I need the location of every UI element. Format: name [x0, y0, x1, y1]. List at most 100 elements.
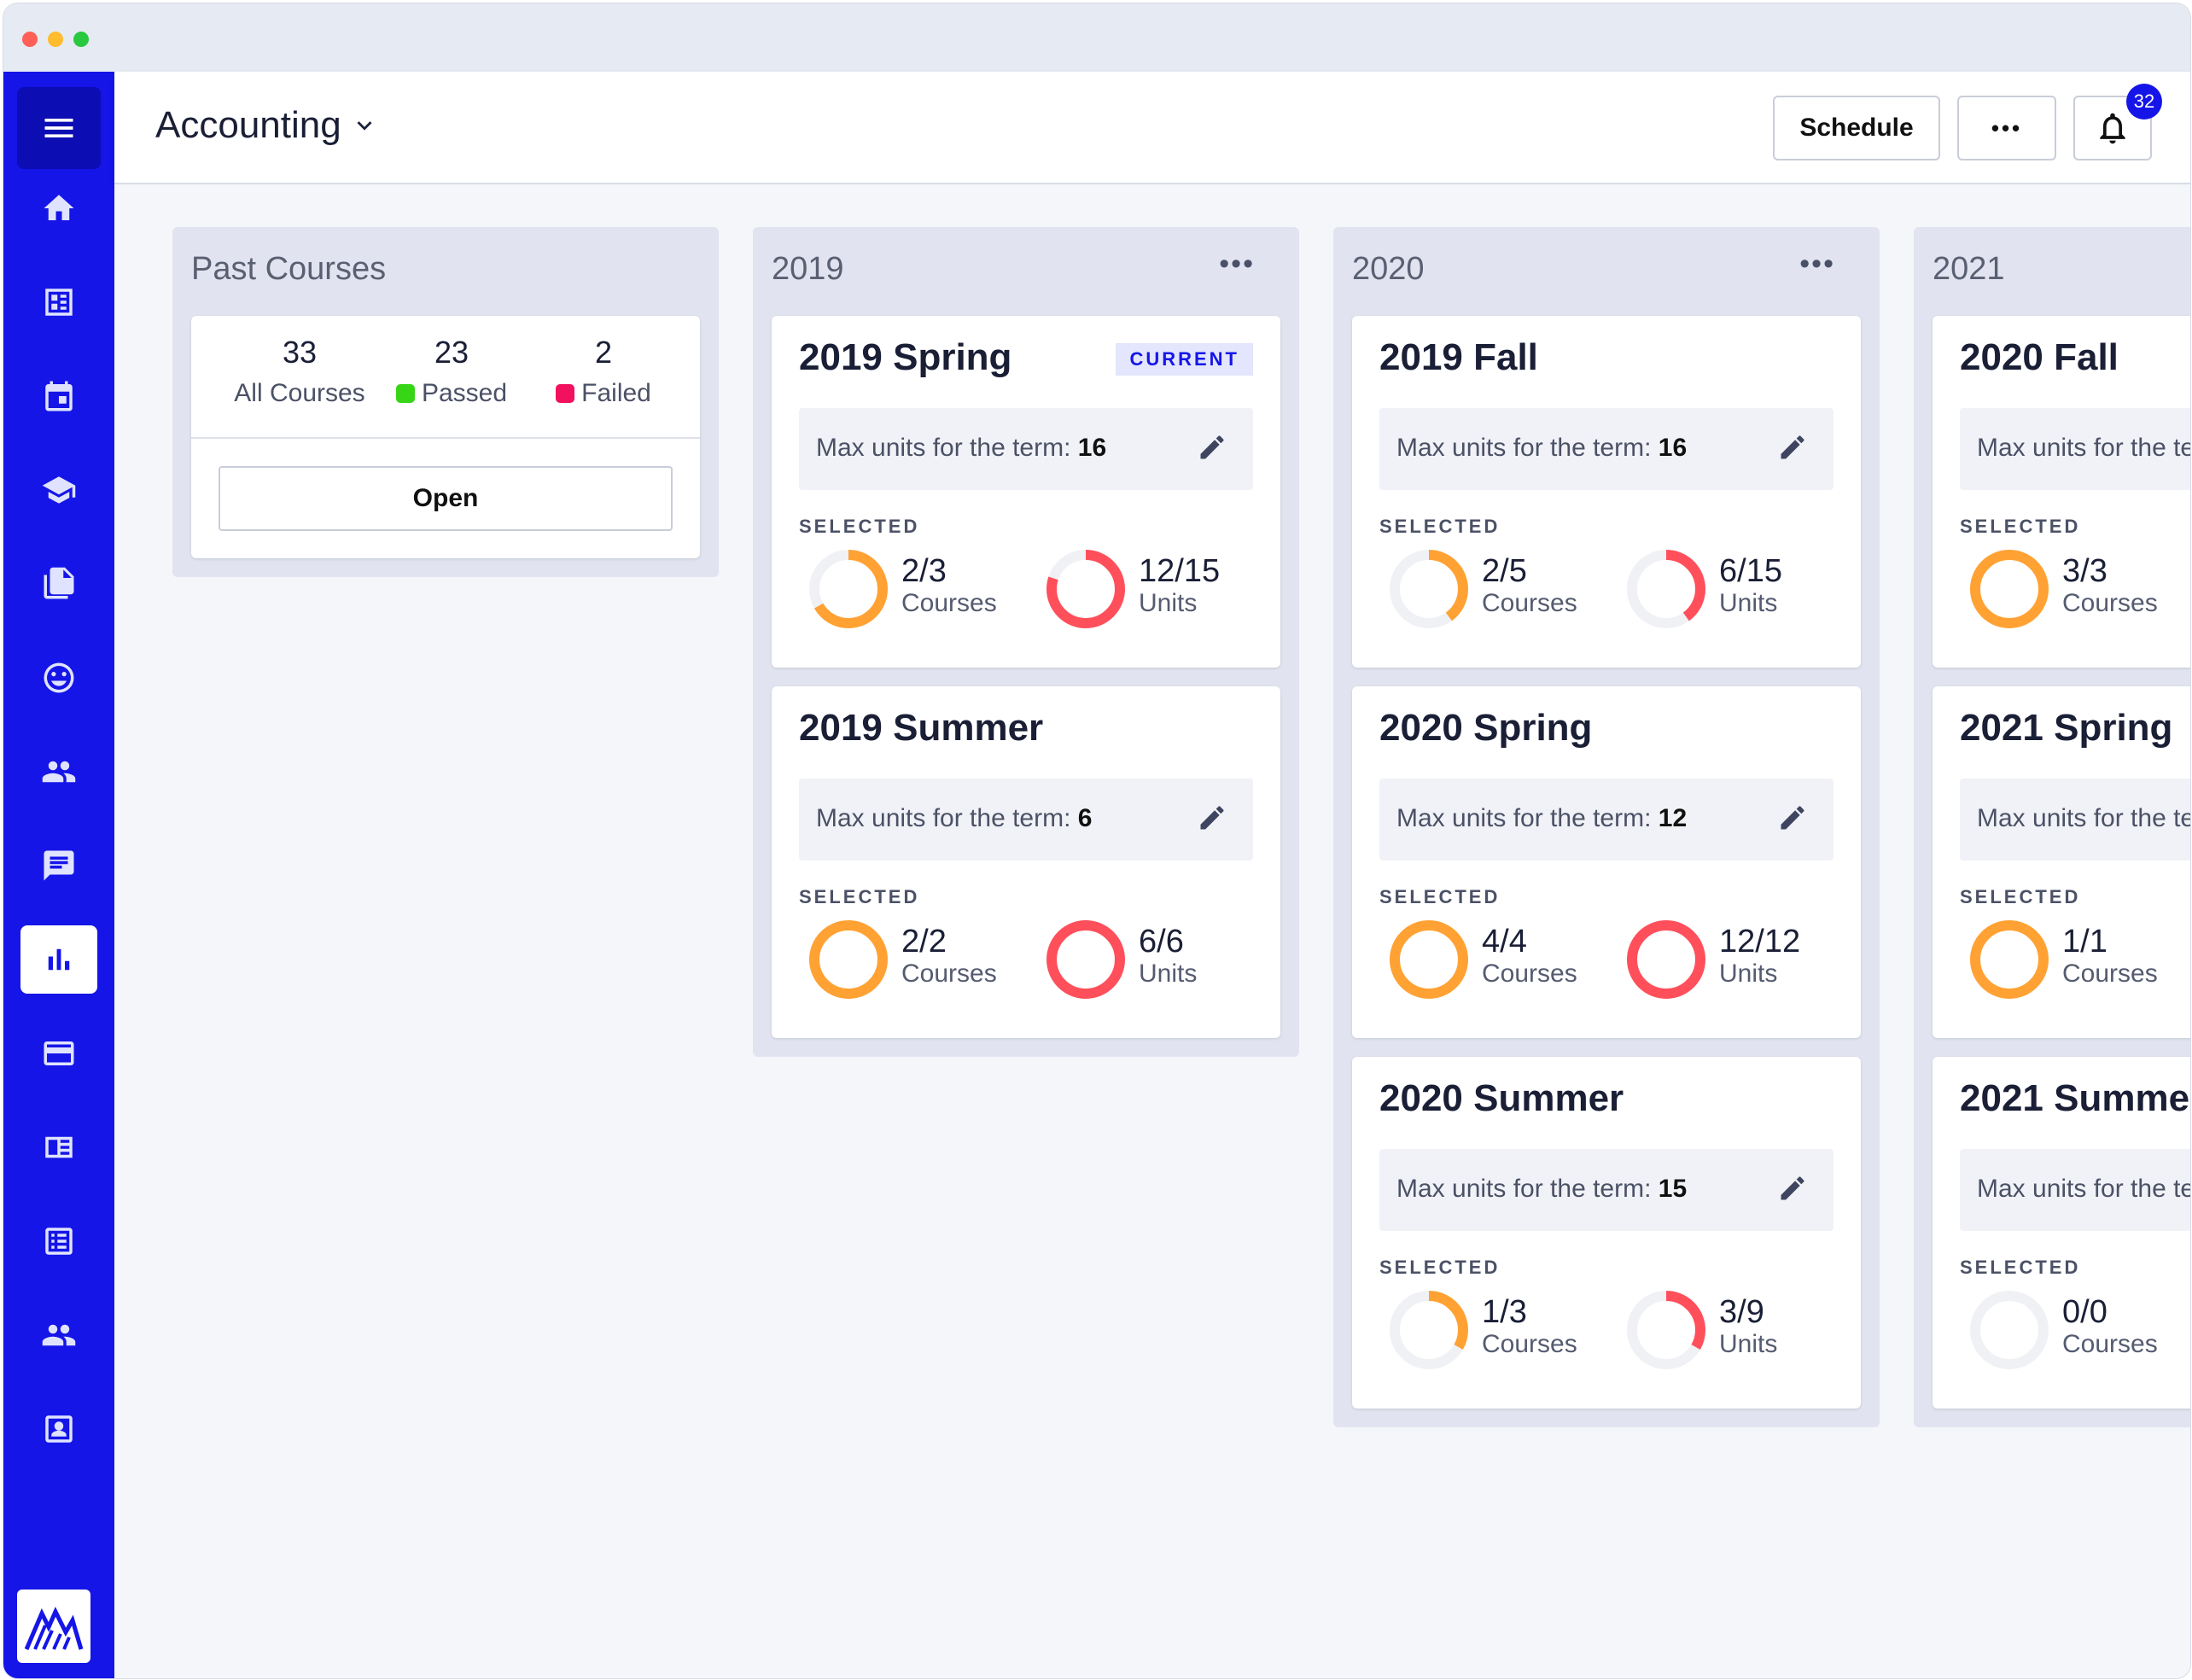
max-units-box: Max units for the te [1960, 779, 2190, 860]
term-title: 2021 Spring [1960, 707, 2173, 749]
max-units-value: 12 [1658, 804, 1688, 832]
max-units-label: Max units for the term: [816, 804, 1078, 832]
sidebar-item-groups[interactable] [20, 1301, 97, 1369]
max-units-box: Max units for the term: 12 [1379, 779, 1833, 860]
term-card[interactable]: 2020 Spring Max units for the term: 12 SEL… [1352, 686, 1861, 1038]
past-courses-column: Past Courses 33 All Courses 23 Passed 2 … [172, 227, 719, 577]
courses-ring-fill [1390, 920, 1468, 999]
courses-ring-fill [1390, 1291, 1468, 1369]
passed-label: Passed [421, 379, 508, 407]
smiley-icon [44, 662, 74, 693]
max-units-text: Max units for the term: 16 [1396, 434, 1687, 463]
group-icon [42, 1324, 76, 1346]
selected-label: SELECTED [1379, 1257, 1501, 1278]
app-window: Accounting Schedule ••• 32 Past Courses … [3, 3, 2191, 1679]
maximize-window-button[interactable] [73, 32, 89, 47]
units-label: Units [1139, 960, 1198, 988]
open-past-courses-button[interactable]: Open [219, 466, 673, 531]
term-title: 2021 Summe [1960, 1077, 2190, 1119]
workspace-switcher[interactable]: Accounting [155, 104, 379, 147]
year-column-2019: 2019 ••• 2019 Spring CURRENT Max units for… [753, 227, 1299, 1057]
units-label: Units [1139, 589, 1198, 617]
term-board: Past Courses 33 All Courses 23 Passed 2 … [114, 184, 2190, 1678]
max-units-box: Max units for the te [1960, 408, 2190, 490]
courses-value: 1/3 [1482, 1294, 1527, 1330]
year-column-2020: 2020 ••• 2019 Fall Max units for the term… [1333, 227, 1880, 1427]
hamburger-menu-button[interactable] [17, 87, 101, 169]
term-title: 2020 Spring [1379, 707, 1593, 749]
pencil-icon[interactable] [1777, 802, 1808, 833]
max-units-text: Max units for the term: 15 [1396, 1175, 1687, 1204]
notifications-button[interactable]: 32 [2073, 84, 2162, 160]
sidebar-item-courses[interactable] [20, 456, 97, 524]
courses-label: Courses [1482, 1330, 1577, 1358]
column-more-button[interactable]: ••• [1799, 248, 1835, 280]
term-card[interactable]: 2019 Fall Max units for the term: 16 SELEC… [1352, 316, 1861, 668]
pencil-icon[interactable] [1197, 802, 1227, 833]
schedule-button[interactable]: Schedule [1773, 96, 1940, 160]
sidebar-item-news[interactable] [20, 1113, 97, 1181]
max-units-text: Max units for the te [1977, 434, 2190, 463]
sidebar-item-wellbeing[interactable] [20, 644, 97, 712]
term-card[interactable]: 2020 Fall Max units for the te SELECTED 3/3… [1933, 316, 2190, 668]
units-ring [1046, 920, 1125, 999]
courses-value: 1/1 [2062, 924, 2107, 960]
sidebar-item-contacts[interactable] [20, 1395, 97, 1463]
people-icon [42, 761, 76, 783]
courses-label: Courses [1482, 960, 1577, 988]
units-value: 12/12 [1719, 924, 1801, 960]
term-title: 2020 Fall [1960, 336, 2119, 378]
pencil-icon[interactable] [1777, 1173, 1808, 1204]
courses-ring-track [1970, 1291, 2049, 1369]
term-card[interactable]: 2019 Summer Max units for the term: 6 SELE… [772, 686, 1280, 1038]
units-ring-fill [1046, 920, 1125, 999]
max-units-text: Max units for the term: 6 [816, 804, 1092, 833]
units-ring [1046, 550, 1125, 628]
units-value: 6/15 [1719, 553, 1782, 589]
year-column-2021: 2021 2020 Fall Max units for the te SELECT… [1914, 227, 2190, 1427]
selected-label: SELECTED [1379, 516, 1501, 537]
selected-label: SELECTED [799, 886, 920, 907]
column-title: 2021 [1933, 251, 2005, 287]
courses-ring-fill [1390, 550, 1468, 628]
term-card[interactable]: 2019 Spring CURRENT Max units for the term… [772, 316, 1280, 668]
sidebar-item-lists[interactable] [20, 1207, 97, 1275]
max-units-label: Max units for the te [1977, 434, 2190, 462]
close-window-button[interactable] [22, 32, 38, 47]
term-card[interactable]: 2021 Spring Max units for the te SELECTED 1… [1933, 686, 2190, 1038]
sidebar-item-reports[interactable] [20, 925, 97, 994]
courses-label: Courses [2062, 960, 2158, 988]
courses-value: 2/3 [901, 553, 947, 589]
term-title: 2019 Fall [1379, 336, 1538, 378]
school-logo[interactable] [17, 1590, 90, 1663]
sidebar-item-billing[interactable] [20, 1019, 97, 1088]
calendar-icon [45, 381, 73, 411]
sidebar-item-people[interactable] [20, 738, 97, 806]
top-bar: Accounting Schedule ••• 32 [114, 72, 2190, 184]
sidebar-item-documents[interactable] [20, 550, 97, 618]
sidebar-item-home[interactable] [20, 174, 97, 242]
pencil-icon[interactable] [1777, 432, 1808, 463]
workspace-title: Accounting [155, 104, 341, 146]
pencil-icon[interactable] [1197, 432, 1227, 463]
courses-ring [1970, 920, 2049, 999]
sidebar-item-messages[interactable] [20, 831, 97, 900]
sidebar-item-dashboard[interactable] [20, 268, 97, 336]
sidebar-item-calendar[interactable] [20, 362, 97, 430]
term-title: 2020 Summer [1379, 1077, 1624, 1119]
passed-count: 23 [434, 335, 469, 370]
max-units-box: Max units for the term: 6 [799, 779, 1253, 860]
passed-legend-swatch [395, 384, 415, 403]
window-titlebar [3, 3, 2190, 72]
column-more-button[interactable]: ••• [1219, 248, 1255, 280]
chat-icon [44, 850, 74, 881]
all-courses-stat: 33 All Courses [227, 335, 372, 408]
courses-label: Courses [901, 960, 997, 988]
term-card[interactable]: 2021 Summe Max units for the te SELECTED 0/… [1933, 1057, 2190, 1409]
minimize-window-button[interactable] [48, 32, 63, 47]
term-card[interactable]: 2020 Summer Max units for the term: 15 SEL… [1352, 1057, 1861, 1409]
more-options-button[interactable]: ••• [1957, 96, 2056, 160]
units-value: 6/6 [1139, 924, 1184, 960]
max-units-text: Max units for the term: 16 [816, 434, 1106, 463]
courses-label: Courses [2062, 1330, 2158, 1358]
